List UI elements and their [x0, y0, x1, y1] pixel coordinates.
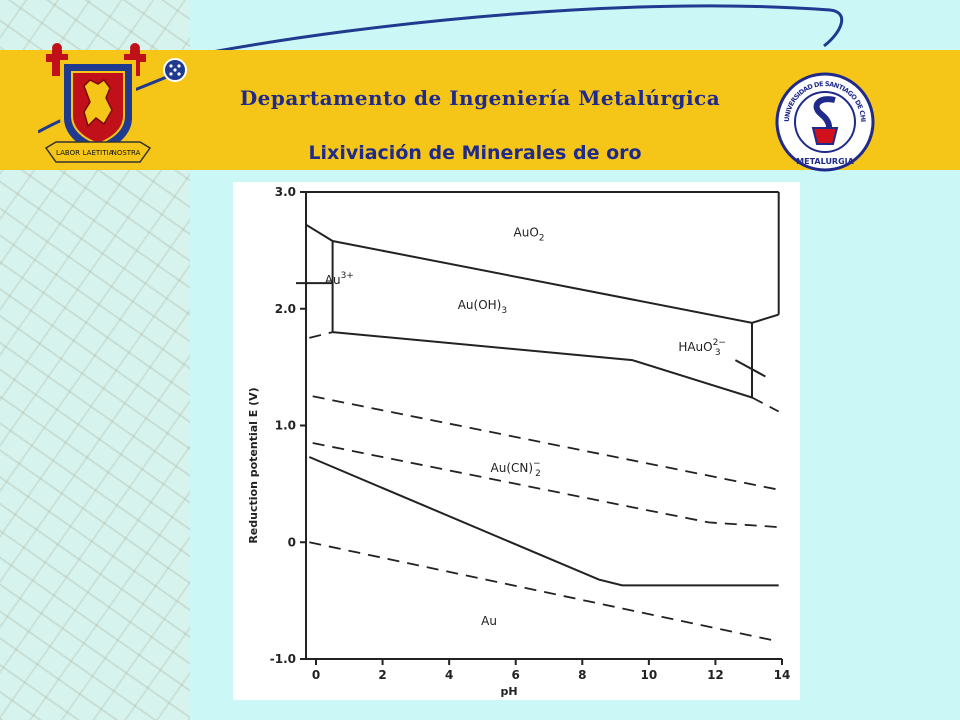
- motto-ribbon: [44, 141, 152, 163]
- x-tick-label: 8: [578, 668, 586, 682]
- solid-boundary-line: [734, 359, 766, 378]
- crest-motto-word: NOSTRA: [112, 149, 141, 157]
- pourbaix-diagram: 0 2 4 6 8 10 12 14 3.0 2.0 1.0 0 -1.0 pH Reduction pot…: [247, 185, 791, 698]
- x-axis-title: pH: [500, 685, 517, 698]
- lion-icon: [83, 78, 113, 128]
- seal-bottom-text: METALURGIA: [796, 157, 854, 166]
- dashed-boundary-line: [312, 395, 779, 491]
- region-label: Au(CN)− 2: [491, 459, 541, 479]
- region-label: Au(OH)3: [458, 298, 507, 316]
- star-dots: [169, 64, 181, 76]
- y-tick-label: 0: [288, 535, 296, 549]
- y-tick-label: -1.0: [270, 652, 296, 666]
- region-label: AuO2: [514, 225, 545, 243]
- dashed-boundary-line: [312, 442, 779, 528]
- x-tick-label: 12: [707, 668, 724, 682]
- crest-motto-word: LABOR: [56, 149, 80, 157]
- crest-motto-word: LAETITIA: [83, 149, 114, 157]
- x-tick-label: 0: [312, 668, 320, 682]
- metalurgia-seal: UNIVERSIDAD DE SANTIAGO DE CHILE - FAC. …: [775, 72, 875, 172]
- region-label: HAuO2− 3: [678, 338, 726, 358]
- x-tick-label: 14: [774, 668, 791, 682]
- y-tick-label: 3.0: [275, 185, 296, 199]
- x-tick-label: 2: [378, 668, 386, 682]
- region-label: Au3+: [325, 271, 354, 287]
- swoosh-curve: [189, 4, 844, 58]
- y-tick-label: 2.0: [275, 302, 296, 316]
- pourbaix-diagram-panel: 0 2 4 6 8 10 12 14 3.0 2.0 1.0 0 -1.0 pH Reduction pot…: [233, 182, 800, 700]
- dashed-boundary-line: [309, 331, 333, 339]
- x-tick-label: 6: [512, 668, 520, 682]
- solid-boundary-line: [332, 322, 753, 399]
- solid-boundary-line: [308, 456, 779, 587]
- x-tick-label: 10: [641, 668, 658, 682]
- y-tick-label: 1.0: [275, 419, 296, 433]
- top-swoosh: [189, 4, 844, 58]
- solid-boundary-line: [305, 223, 779, 324]
- y-axis-title: Reduction potential E (V): [247, 387, 260, 543]
- page-subtitle: Lixiviación de Minerales de oro: [308, 142, 642, 164]
- region-label: Au: [481, 614, 497, 628]
- dashed-boundary-line: [751, 396, 780, 413]
- cross-left-icon: [46, 43, 68, 76]
- department-title: Departamento de Ingeniería Metalúrgica: [239, 86, 721, 110]
- seal-crucible-icon: [811, 127, 839, 145]
- x-tick-label: 4: [445, 668, 453, 682]
